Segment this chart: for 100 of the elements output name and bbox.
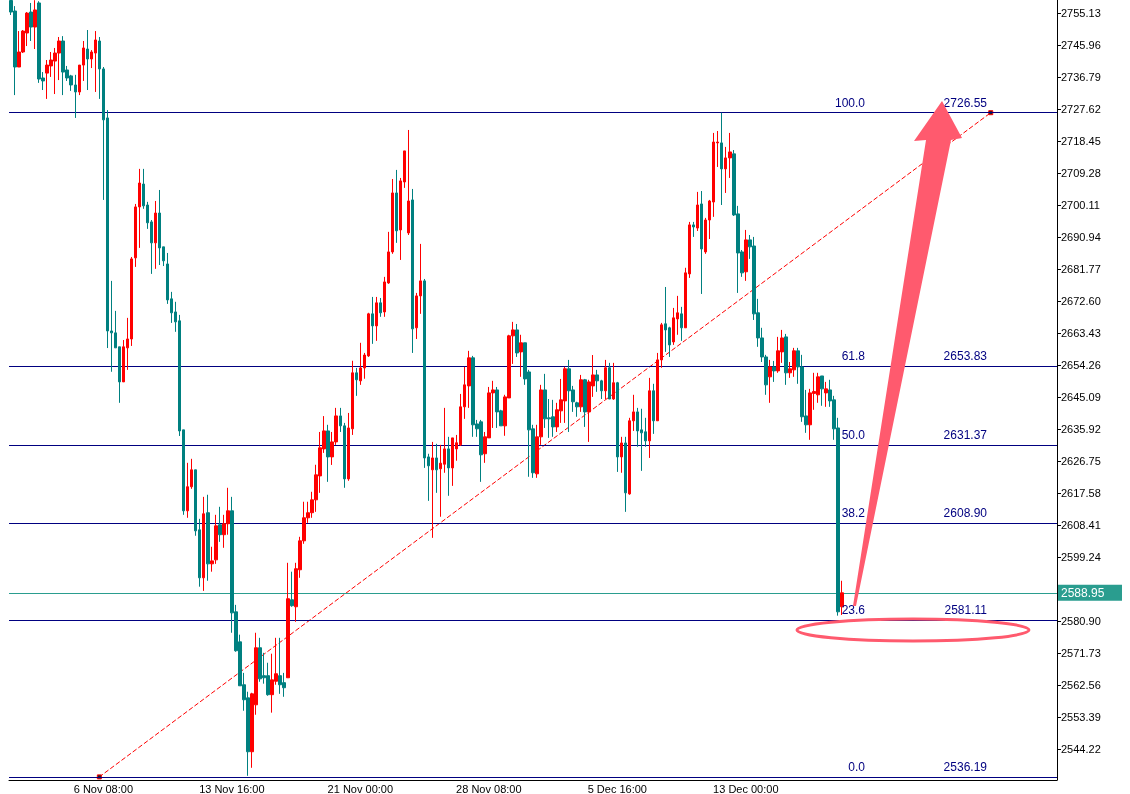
candlestick	[551, 399, 555, 438]
candlestick	[696, 191, 699, 232]
ref-line-label: 2726.55	[943, 95, 988, 110]
candlestick	[768, 359, 772, 404]
y-tick-label: 2571.73	[1061, 646, 1101, 659]
candlestick	[218, 506, 222, 543]
y-tick-label: 2654.26	[1061, 358, 1101, 371]
candlestick	[604, 359, 607, 400]
candlestick	[792, 347, 796, 378]
y-tick-label: 2617.58	[1061, 486, 1101, 499]
candlestick	[411, 188, 414, 354]
candlestick	[375, 296, 378, 342]
candlestick	[640, 408, 643, 472]
candlestick	[33, 0, 37, 50]
candlestick	[652, 383, 655, 435]
candlestick	[202, 496, 205, 592]
ref-line-label: 2581.11	[944, 603, 988, 618]
y-tick-label: 2544.22	[1061, 742, 1101, 755]
candlestick	[692, 221, 695, 238]
ref-line-label: 2588.95	[1061, 585, 1105, 600]
y-tick-label: 2645.09	[1061, 390, 1101, 403]
candlestick	[94, 30, 97, 93]
candlestick	[407, 129, 410, 236]
x-tick-label: 28 Nov 08:00	[456, 782, 522, 794]
ref-line-label: 2653.83	[943, 349, 988, 364]
candlestick	[664, 286, 667, 353]
candlestick	[290, 571, 294, 608]
candlestick	[515, 323, 519, 358]
y-tick-label: 2690.94	[1061, 230, 1101, 243]
candlestick	[624, 436, 627, 513]
candlestick	[700, 190, 703, 295]
y-tick-label: 2755.13	[1061, 6, 1101, 19]
y-tick-label: 2745.96	[1061, 38, 1101, 51]
candlestick	[620, 436, 623, 474]
candlestick	[258, 637, 262, 683]
candlestick	[186, 462, 189, 519]
candlestick	[86, 29, 89, 91]
candlestick	[840, 580, 844, 616]
annotation: 50.0	[841, 427, 866, 442]
annotation: 61.8	[841, 349, 866, 364]
candlestick	[648, 377, 651, 459]
y-tick-label: 2709.28	[1061, 166, 1101, 179]
candlestick	[355, 367, 358, 397]
candlestick	[447, 436, 450, 497]
candlestick	[359, 342, 362, 386]
candlestick	[612, 362, 615, 401]
y-tick-label: 2700.11	[1061, 198, 1100, 211]
y-tick-label: 2562.56	[1061, 678, 1101, 691]
candlestick	[824, 381, 828, 408]
candlestick	[479, 419, 483, 483]
candlestick	[29, 2, 33, 42]
y-tick-label: 2718.45	[1061, 134, 1101, 147]
candlestick	[608, 362, 611, 400]
candlestick	[371, 296, 374, 345]
candlestick	[379, 297, 382, 318]
ref-line-label: 2536.19	[943, 759, 988, 774]
y-tick-label: 2727.62	[1061, 102, 1101, 115]
candlestick	[495, 386, 499, 429]
ref-line-label: 2631.37	[943, 427, 988, 442]
candlestick	[583, 378, 587, 428]
candlestick	[772, 360, 776, 383]
y-tick-label: 2736.79	[1061, 70, 1101, 83]
annotation: 100.0	[834, 95, 866, 110]
y-tick-label: 2663.43	[1061, 326, 1101, 339]
candlestick	[567, 359, 571, 433]
y-tick-label: 2672.60	[1061, 294, 1101, 307]
candlestick	[579, 374, 583, 413]
candlestick	[431, 441, 434, 539]
candlestick	[154, 200, 157, 270]
candlestick	[744, 229, 748, 282]
candlestick	[471, 355, 475, 438]
candlestick	[451, 437, 454, 487]
x-tick-label: 5 Dec 16:00	[587, 782, 647, 794]
candlestick	[680, 306, 683, 342]
candlestick	[61, 35, 65, 96]
candlestick	[206, 494, 210, 582]
y-tick-label: 2553.39	[1061, 710, 1101, 723]
candlestick	[395, 169, 398, 244]
candlestick	[616, 381, 619, 473]
y-tick-label: 2608.41	[1061, 518, 1101, 531]
candlestick	[326, 424, 330, 483]
candlestick	[820, 375, 824, 407]
annotation: 0.0	[848, 759, 866, 774]
y-tick-label: 2580.90	[1061, 614, 1101, 627]
candlestick	[286, 562, 290, 679]
annotation: 38.2	[841, 506, 866, 521]
candlestick	[17, 30, 21, 68]
candlestick	[575, 401, 579, 418]
y-tick-label: 2626.75	[1061, 454, 1101, 467]
x-tick-label: 13 Nov 16:00	[199, 782, 265, 794]
candlestick	[278, 637, 282, 695]
x-tick-label: 21 Nov 00:00	[327, 782, 394, 794]
y-tick-label: 2599.24	[1061, 550, 1101, 563]
y-tick-label: 2635.92	[1061, 422, 1101, 435]
x-tick-label: 13 Dec 00:00	[713, 782, 779, 794]
y-tick-label: 2681.77	[1061, 262, 1101, 275]
ref-line-label: 2608.90	[943, 506, 988, 521]
x-tick-label: 6 Nov 08:00	[73, 782, 134, 794]
candlestick	[784, 333, 788, 386]
candlestick	[563, 366, 567, 424]
